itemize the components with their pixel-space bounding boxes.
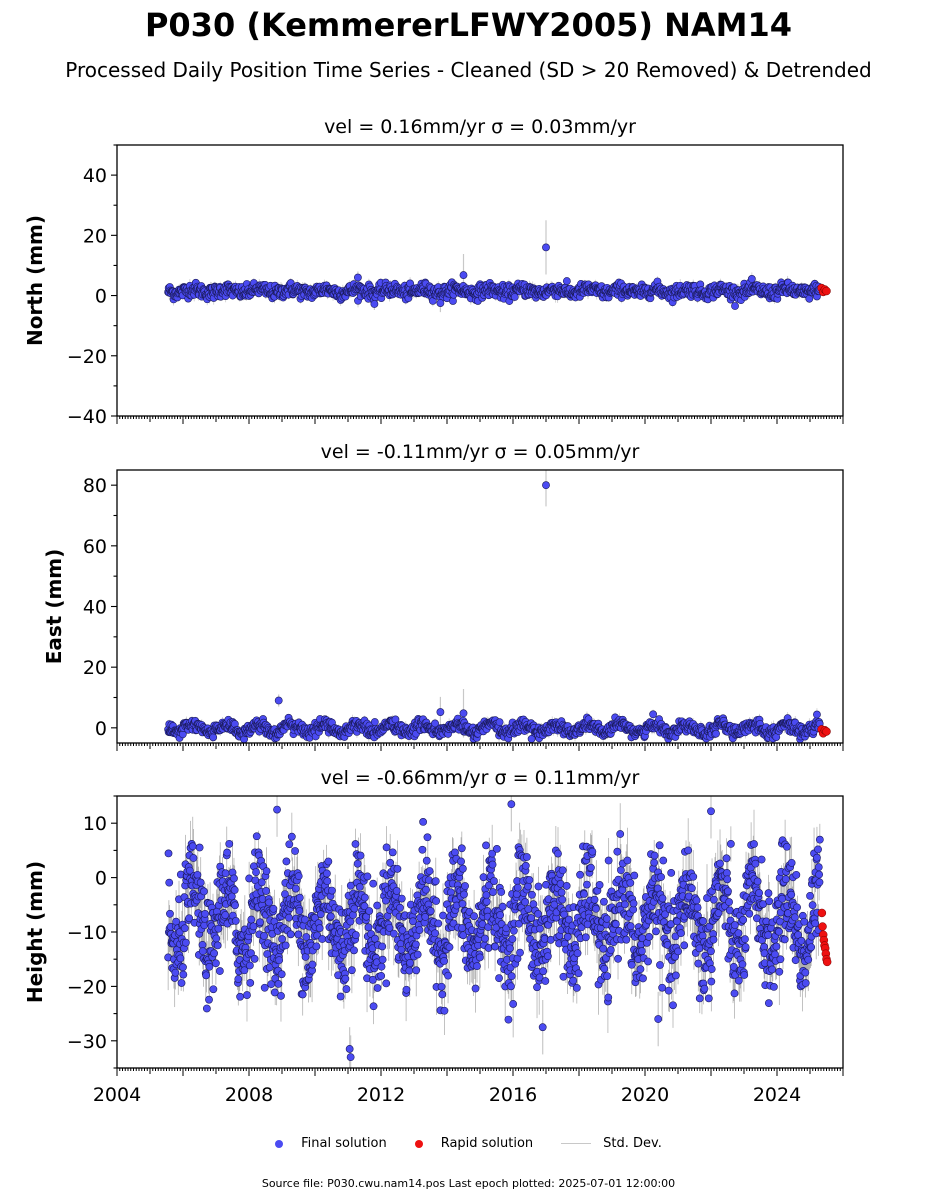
panel-1: −40 −20 0 20 40 vel = 0.16mm/yr σ = 0.03mm/yr…: [23, 116, 844, 428]
final-point: [712, 729, 720, 738]
chart-subtitle: Processed Daily Position Time Series - C…: [65, 58, 872, 82]
panel-title: vel = 0.16mm/yr σ = 0.03mm/yr: [324, 116, 636, 138]
y-tick-label: 20: [83, 225, 107, 247]
plot-area: [164, 220, 831, 313]
final-solution-points: [164, 243, 824, 310]
plot-area: [164, 796, 832, 1068]
rapid-solution-points: [817, 283, 831, 297]
final-point: [495, 718, 504, 727]
final-point: [510, 293, 519, 301]
panel-2: 0 20 40 60 80 vel = -0.11mm/yr σ = 0.05mm/yr E…: [42, 441, 844, 751]
final-point-outlier: [370, 300, 379, 308]
panel-frame: [116, 469, 844, 744]
final-point-outlier: [542, 481, 550, 490]
final-point-outlier: [542, 243, 550, 252]
final-point-outlier: [459, 271, 468, 279]
y-tick-label: 0: [95, 286, 107, 308]
y-tick-label: 0: [95, 718, 107, 740]
rapid-point: [822, 727, 831, 736]
final-point: [209, 733, 218, 742]
std-dev-lines: [167, 470, 820, 743]
final-point: [562, 277, 571, 285]
y-tick-label: −20: [67, 346, 107, 368]
final-point-outlier: [436, 299, 445, 307]
y-tick-label: 80: [83, 475, 107, 497]
final-point: [649, 710, 658, 719]
y-tick-label: 40: [83, 597, 107, 619]
y-tick-label: 40: [83, 165, 107, 187]
final-solution-points: [164, 481, 824, 743]
final-point-outlier: [353, 273, 362, 282]
final-point-outlier: [436, 708, 445, 716]
final-point: [747, 275, 756, 283]
y-tick-label: −40: [67, 406, 107, 428]
final-point: [431, 719, 439, 728]
final-point-outlier: [459, 709, 468, 718]
y-axis-label: North (mm): [23, 215, 47, 346]
final-point-outlier: [274, 696, 283, 705]
final-point: [813, 710, 821, 719]
final-point: [370, 718, 379, 726]
chart-title: P030 (KemmererLFWY2005) NAM14: [144, 6, 793, 44]
final-point: [391, 715, 400, 724]
y-axis-label: East (mm): [42, 549, 66, 665]
final-point: [731, 302, 739, 310]
rapid-point: [822, 286, 831, 296]
y-tick-label: 20: [83, 657, 107, 679]
chart-area: −40 −20 0 20 40 vel = 0.16mm/yr σ = 0.03mm/yr…: [23, 116, 844, 1106]
panel-title: vel = -0.11mm/yr σ = 0.05mm/yr: [321, 441, 640, 463]
plot-area: [164, 470, 831, 743]
rapid-solution-points: [817, 725, 831, 738]
y-tick-label: 60: [83, 536, 107, 558]
